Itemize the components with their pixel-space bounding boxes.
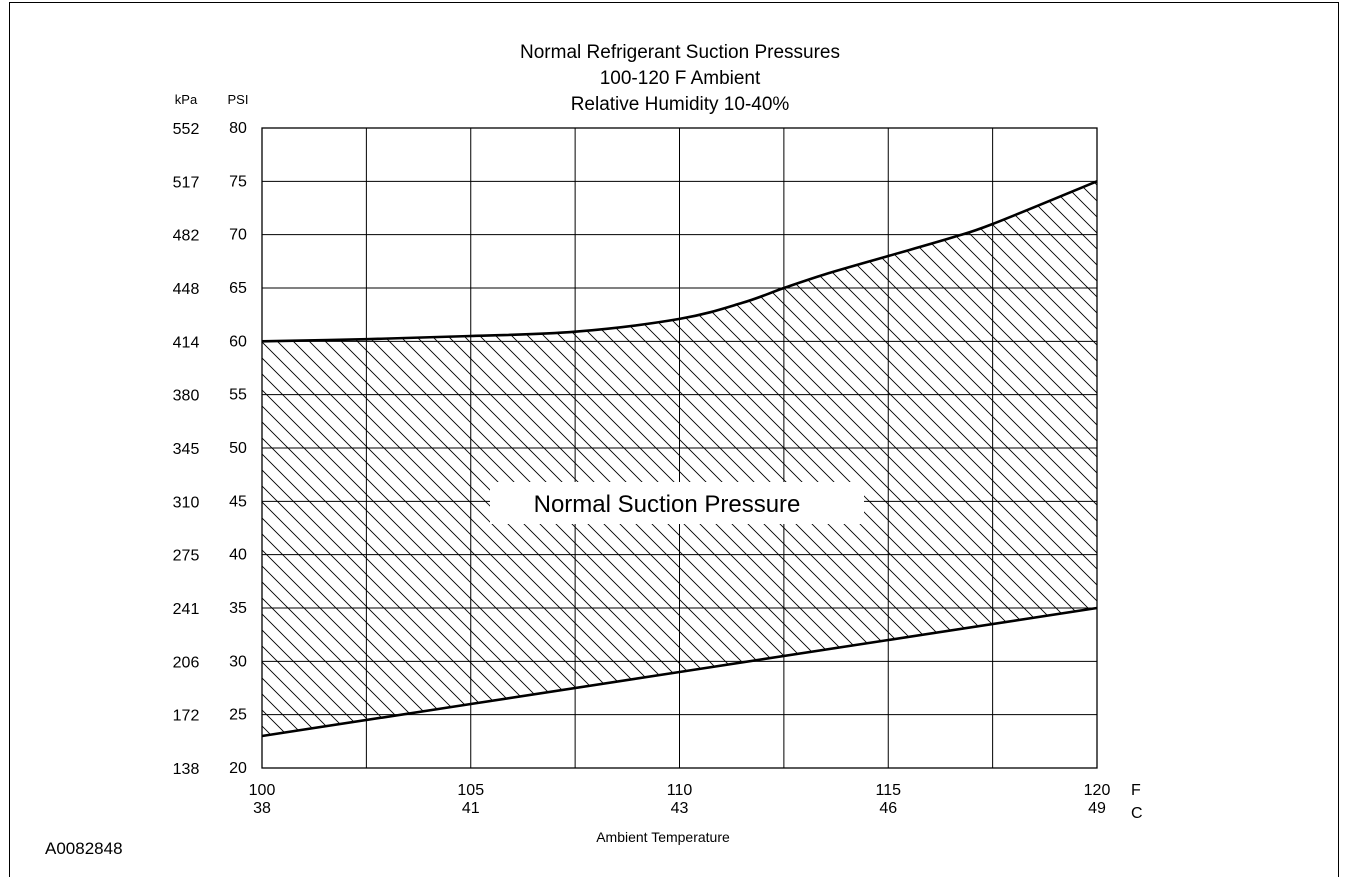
psi-tick-label: 50 bbox=[229, 440, 247, 457]
kpa-tick-label: 517 bbox=[173, 174, 200, 191]
kpa-tick-label: 206 bbox=[173, 654, 200, 671]
kpa-unit-label: kPa bbox=[175, 92, 198, 107]
region-label-text: Normal Suction Pressure bbox=[534, 491, 801, 518]
fahrenheit-tick-label: 105 bbox=[457, 782, 484, 799]
kpa-tick-label: 448 bbox=[173, 281, 200, 298]
psi-unit-label: PSI bbox=[228, 92, 249, 107]
kpa-tick-label: 241 bbox=[173, 601, 200, 618]
kpa-tick-label: 414 bbox=[173, 334, 200, 351]
fahrenheit-tick-label: 120 bbox=[1084, 782, 1111, 799]
celsius-tick-label: 43 bbox=[671, 800, 689, 817]
figure-id: A0082848 bbox=[45, 839, 123, 858]
fahrenheit-tick-label: 115 bbox=[875, 782, 901, 799]
psi-tick-label: 80 bbox=[229, 120, 247, 137]
psi-tick-label: 40 bbox=[229, 547, 247, 564]
psi-tick-label: 30 bbox=[229, 653, 247, 670]
psi-tick-label: 55 bbox=[229, 387, 247, 404]
kpa-tick-label: 380 bbox=[173, 388, 200, 405]
title-line-3: Relative Humidity 10-40% bbox=[571, 94, 790, 115]
y-axis-ticks: 80 552 75 517 70 482 65 448 60 414 55 380 50 345 45 310… bbox=[173, 120, 247, 778]
celsius-tick-label: 49 bbox=[1088, 800, 1106, 817]
region-label: Normal Suction Pressure bbox=[490, 482, 864, 524]
psi-tick-label: 70 bbox=[229, 227, 247, 244]
plot-border bbox=[261, 127, 1098, 769]
kpa-tick-label: 172 bbox=[173, 708, 200, 725]
chart-title: Normal Refrigerant Suction Pressures 100… bbox=[520, 42, 840, 115]
psi-tick-label: 75 bbox=[229, 173, 247, 190]
psi-tick-label: 60 bbox=[229, 333, 247, 350]
kpa-tick-label: 552 bbox=[173, 121, 200, 138]
kpa-tick-label: 138 bbox=[173, 761, 200, 778]
figure-frame bbox=[9, 2, 1339, 877]
fahrenheit-tick-label: 100 bbox=[249, 782, 276, 799]
kpa-tick-label: 482 bbox=[173, 228, 200, 245]
psi-tick-label: 20 bbox=[229, 760, 247, 777]
x-axis-label: Ambient Temperature bbox=[596, 829, 730, 845]
psi-tick-label: 35 bbox=[229, 600, 247, 617]
kpa-tick-label: 310 bbox=[173, 494, 200, 511]
celsius-tick-label: 41 bbox=[462, 800, 480, 817]
psi-tick-label: 65 bbox=[229, 280, 247, 297]
celsius-tick-label: 46 bbox=[879, 800, 897, 817]
psi-tick-label: 45 bbox=[229, 493, 247, 510]
lower-limit-line bbox=[261, 606, 1098, 738]
title-line-2: 100-120 F Ambient bbox=[600, 68, 761, 89]
kpa-tick-label: 345 bbox=[173, 441, 200, 458]
region-label-background bbox=[490, 482, 864, 524]
psi-tick-label: 25 bbox=[229, 707, 247, 724]
fahrenheit-tick-label: 110 bbox=[667, 782, 693, 799]
fahrenheit-unit-label: F bbox=[1131, 782, 1141, 799]
celsius-unit-label: C bbox=[1131, 805, 1143, 822]
upper-limit-line bbox=[261, 180, 1098, 343]
celsius-tick-label: 38 bbox=[253, 800, 271, 817]
title-line-1: Normal Refrigerant Suction Pressures bbox=[520, 42, 840, 63]
kpa-tick-label: 275 bbox=[173, 548, 200, 565]
